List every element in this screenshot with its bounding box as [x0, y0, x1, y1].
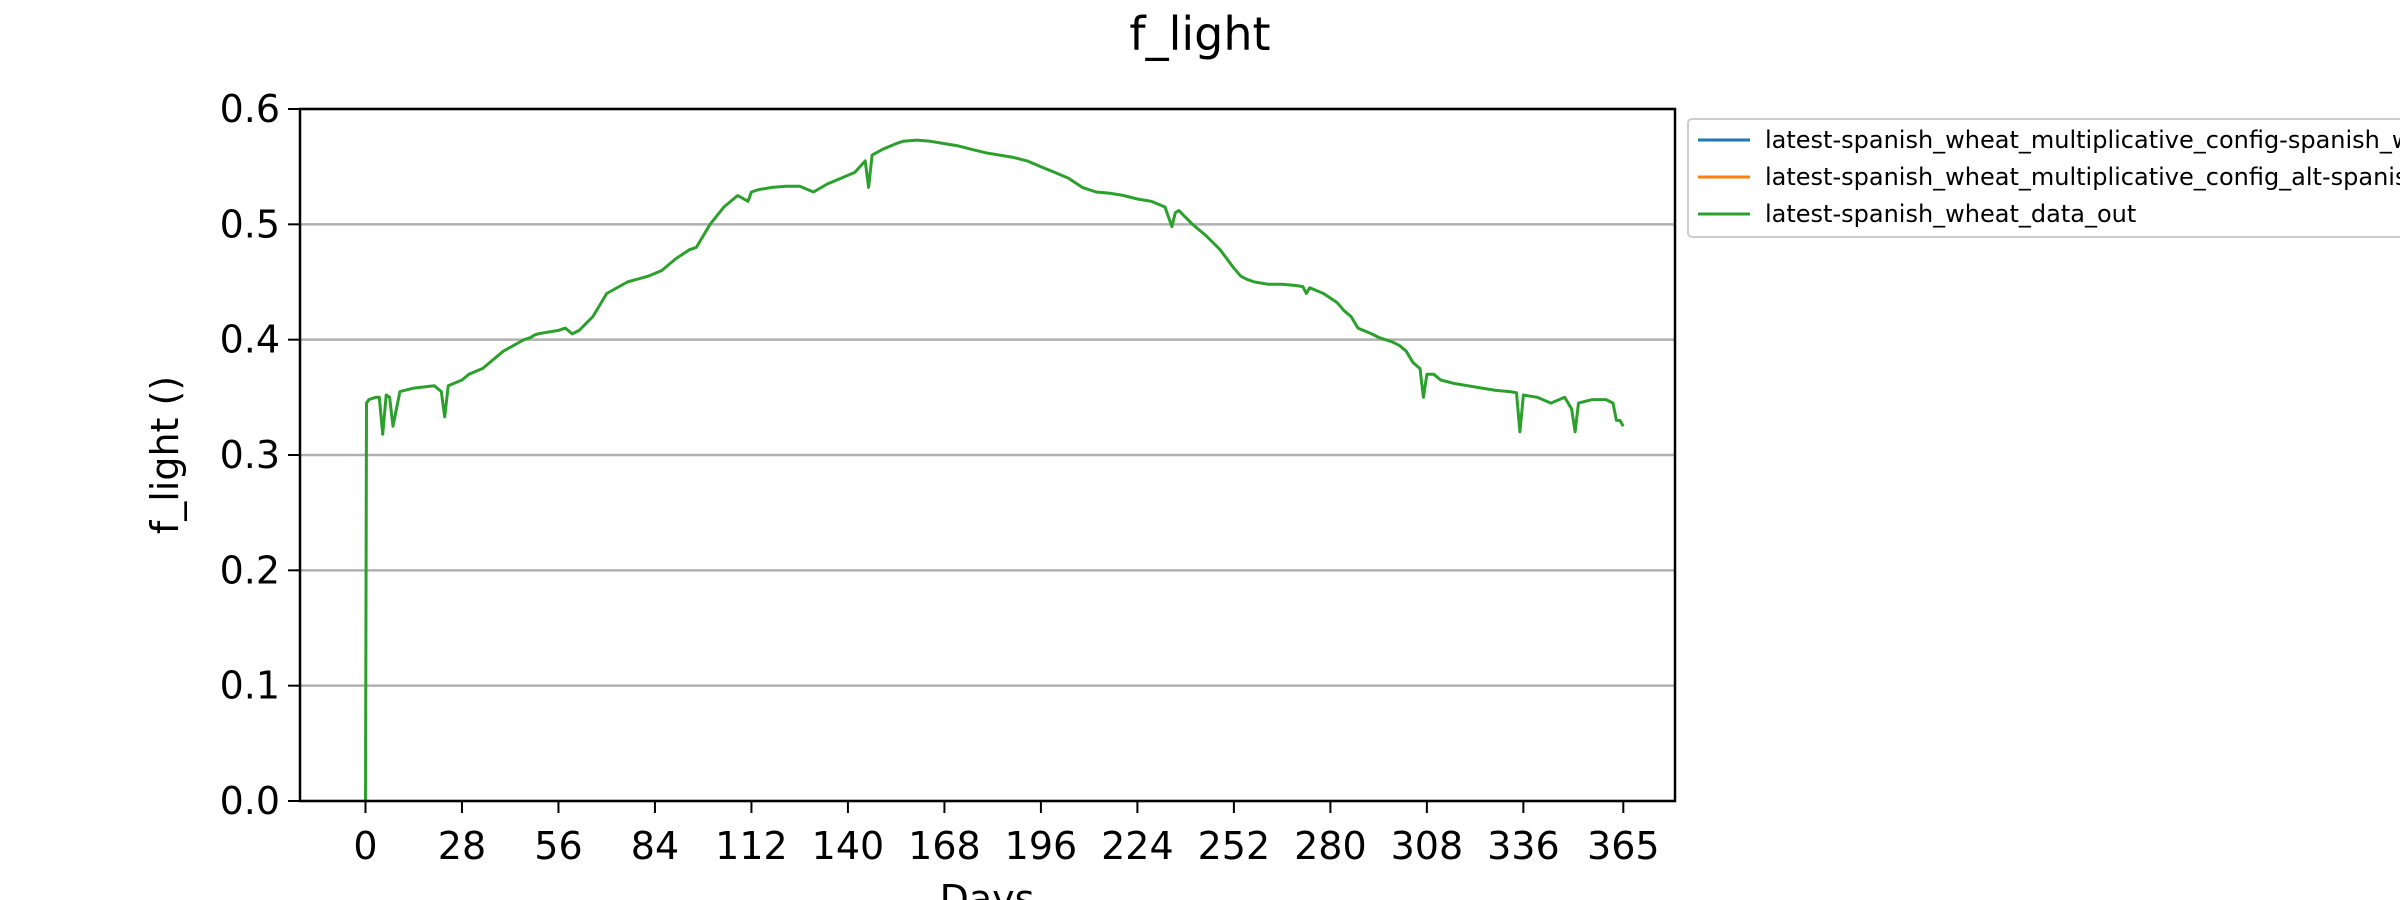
x-tick-label: 28: [438, 824, 486, 868]
x-tick-label: 308: [1391, 824, 1464, 868]
plot-area: [364, 138, 1625, 802]
y-tick-label: 0.1: [220, 664, 280, 708]
chart-title: f_light: [1129, 7, 1270, 61]
legend-label: latest-spanish_wheat_multiplicative_conf…: [1765, 126, 2400, 154]
y-tick-label: 0.0: [220, 779, 280, 823]
x-tick-label: 84: [631, 824, 679, 868]
x-axis: 0 28 56 84 112 140 168 196 224 252 280 308 336 365: [353, 801, 1660, 868]
series-line: [364, 138, 1625, 802]
x-tick-label: 168: [908, 824, 981, 868]
legend-label: latest-spanish_wheat_multiplicative_conf…: [1765, 163, 2400, 191]
x-tick-label: 224: [1101, 824, 1174, 868]
x-tick-label: 280: [1294, 824, 1367, 868]
y-tick-label: 0.5: [220, 202, 280, 246]
x-tick-label: 56: [534, 824, 582, 868]
y-tick-label: 0.6: [220, 87, 280, 131]
x-axis-label: Days: [940, 877, 1035, 900]
y-axis: 0.0 0.1 0.2 0.3 0.4 0.5 0.6: [220, 87, 300, 823]
x-tick-label: 336: [1487, 824, 1560, 868]
y-axis-label: f_light (): [143, 376, 187, 534]
x-tick-label: 365: [1587, 824, 1660, 868]
legend: latest-spanish_wheat_multiplicative_conf…: [1687, 118, 2400, 238]
grid: [300, 107, 1675, 803]
y-tick-label: 0.3: [220, 433, 280, 477]
x-tick-label: 252: [1198, 824, 1271, 868]
y-tick-label: 0.2: [220, 548, 280, 592]
x-tick-label: 196: [1005, 824, 1078, 868]
x-tick-label: 140: [812, 824, 885, 868]
x-tick-label: 0: [353, 824, 377, 868]
x-tick-label: 112: [715, 824, 788, 868]
y-tick-label: 0.4: [220, 318, 280, 362]
legend-frame: [1687, 118, 2400, 238]
legend-label: latest-spanish_wheat_data_out: [1765, 200, 2136, 228]
